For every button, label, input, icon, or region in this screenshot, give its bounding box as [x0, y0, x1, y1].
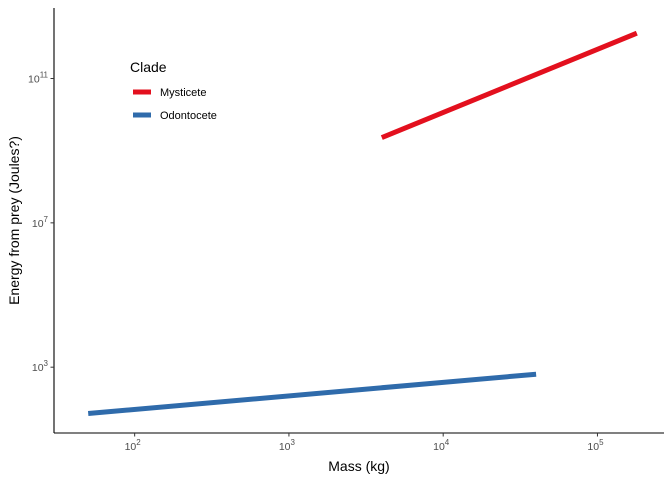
x-tick-label: 103 [279, 438, 296, 453]
series-layer [87, 30, 638, 416]
y-tick-label: 1011 [28, 71, 49, 86]
x-tick-label: 105 [587, 438, 604, 453]
x-tick-label: 102 [125, 438, 142, 453]
x-ticks: 102 103 104 105 [125, 433, 604, 453]
legend: Clade Mysticete Odontocete [130, 59, 217, 122]
y-axis-title: Energy from prey (Joules?) [6, 136, 22, 305]
legend-items: Mysticete Odontocete [133, 87, 217, 122]
x-tick-label: 104 [433, 438, 450, 453]
series-line-odontocete [87, 371, 537, 416]
legend-label-mysticete: Mysticete [160, 87, 206, 99]
legend-label-odontocete: Odontocete [160, 110, 217, 122]
series-line-mysticete [380, 30, 638, 140]
y-tick-label: 107 [32, 215, 49, 230]
y-tick-label: 103 [32, 359, 49, 374]
y-ticks: 103 107 1011 [28, 71, 54, 374]
x-axis-title: Mass (kg) [328, 458, 389, 474]
legend-title: Clade [130, 59, 167, 75]
